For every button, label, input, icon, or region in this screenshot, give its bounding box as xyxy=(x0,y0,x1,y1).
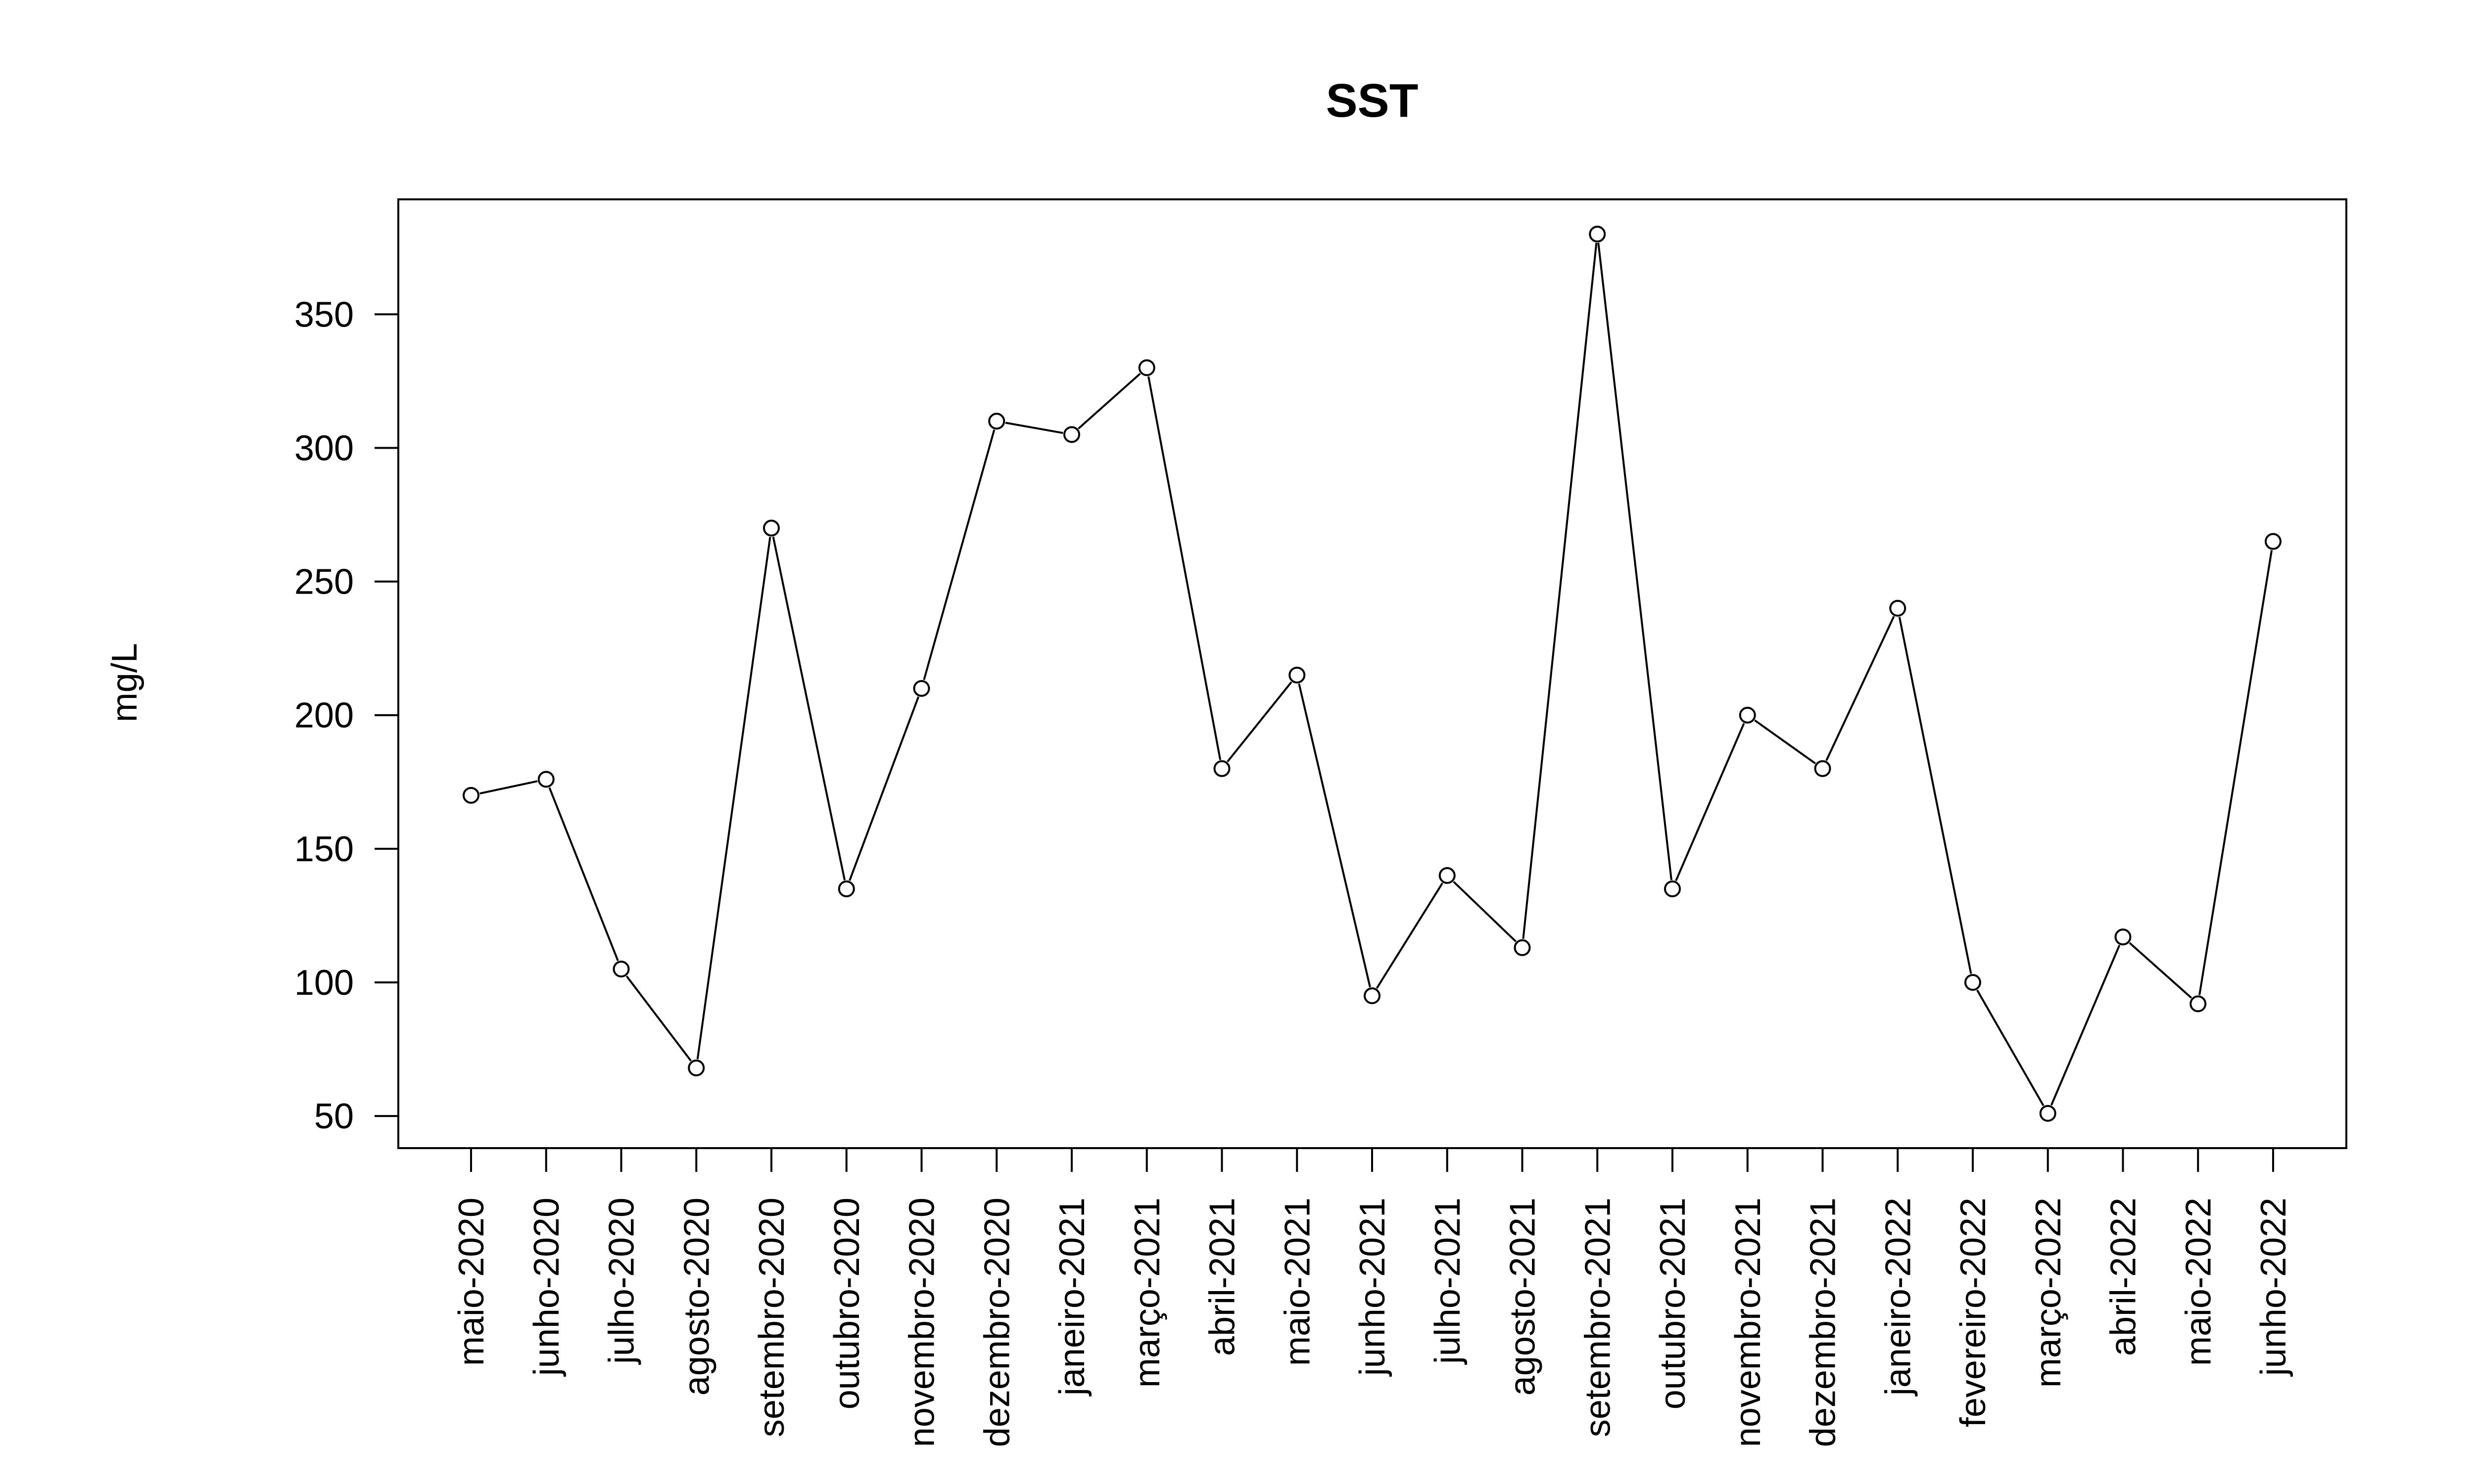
data-point xyxy=(1664,880,1681,897)
x-tick-label: julho-2020 xyxy=(602,1198,642,1365)
x-tick-label: novembro-2021 xyxy=(1728,1198,1768,1447)
series-line-segment xyxy=(548,787,619,962)
x-tick-label: dezembro-2020 xyxy=(977,1198,1017,1447)
data-point xyxy=(2265,533,2282,550)
series-line-segment xyxy=(1675,723,1745,881)
series-line-segment xyxy=(1898,616,1972,974)
data-point xyxy=(1288,666,1306,684)
x-tick-label: maio-2022 xyxy=(2179,1198,2218,1366)
data-point xyxy=(1213,760,1231,777)
data-point xyxy=(913,680,930,697)
series-line-segment xyxy=(1976,989,2045,1107)
series-line-segment xyxy=(1227,681,1292,763)
x-tick-label: setembro-2020 xyxy=(752,1198,792,1437)
series-line-segment xyxy=(1522,242,1598,939)
series-line-segment xyxy=(2198,550,2273,995)
series-line-segment xyxy=(1754,719,1816,764)
x-tick-label: junho-2022 xyxy=(2254,1198,2293,1377)
data-point xyxy=(1063,426,1080,443)
x-tick-label: janeiro-2021 xyxy=(1052,1198,1092,1396)
series-line-segment xyxy=(479,780,538,795)
data-point xyxy=(537,771,555,788)
data-point xyxy=(1739,706,1756,724)
series-line-segment xyxy=(1825,616,1895,761)
series-line-segment xyxy=(1597,242,1672,881)
data-point xyxy=(2114,928,2132,946)
x-tick-label: agosto-2020 xyxy=(677,1198,716,1395)
x-axis: maio-2020 junho-2020 julho-2020 agosto-2020… xyxy=(452,1147,2293,1447)
data-point xyxy=(2189,995,2207,1013)
series-line-segment xyxy=(2129,942,2192,999)
x-tick-label: janeiro-2022 xyxy=(1878,1198,1918,1396)
chart-title: SST xyxy=(1326,74,1419,127)
x-tick-label: outubro-2021 xyxy=(1653,1198,1693,1409)
x-tick-label: junho-2020 xyxy=(527,1198,567,1377)
series-line-segment xyxy=(625,975,692,1062)
y-tick-label: 350 xyxy=(294,295,354,334)
series-line-segment xyxy=(923,429,996,680)
data-point xyxy=(1964,974,1981,991)
y-tick-label: 250 xyxy=(294,562,354,602)
x-tick-label: fevereiro-2022 xyxy=(1953,1198,1993,1427)
series-line-segment xyxy=(1376,882,1443,989)
x-tick-label: outubro-2020 xyxy=(827,1198,867,1409)
series-line-segment xyxy=(1078,372,1141,429)
series-line-segment xyxy=(772,536,846,881)
x-tick-label: abril-2021 xyxy=(1203,1198,1242,1356)
series-line-segment xyxy=(849,696,920,881)
series-line-segment xyxy=(696,537,771,1060)
y-tick-label: 100 xyxy=(294,963,354,1003)
series-line-segment xyxy=(1147,376,1222,760)
data-point xyxy=(988,413,1005,430)
x-tick-label: julho-2021 xyxy=(1428,1198,1468,1365)
data-point xyxy=(1364,987,1380,1005)
data-point xyxy=(463,787,479,804)
data-point xyxy=(1138,359,1155,376)
x-tick-label: abril-2022 xyxy=(2104,1198,2143,1356)
series-layer xyxy=(463,226,2282,1122)
data-point xyxy=(1814,760,1831,777)
y-tick-label: 50 xyxy=(314,1097,354,1136)
plot-frame xyxy=(397,198,2347,1149)
x-tick-label: maio-2021 xyxy=(1278,1198,1317,1366)
data-point xyxy=(1889,600,1906,617)
x-tick-label: março-2022 xyxy=(2029,1198,2068,1388)
y-tick-label: 150 xyxy=(294,830,354,869)
x-tick-label: dezembro-2021 xyxy=(1804,1198,1843,1447)
series-line-segment xyxy=(1298,683,1371,987)
data-point xyxy=(1589,226,1606,243)
data-point xyxy=(688,1059,705,1076)
x-tick-label: novembro-2020 xyxy=(903,1198,942,1447)
data-point xyxy=(838,880,855,897)
data-point xyxy=(1438,867,1456,884)
series-line-segment xyxy=(1453,881,1517,942)
x-tick-label: junho-2021 xyxy=(1353,1198,1392,1377)
y-tick-label: 300 xyxy=(294,428,354,468)
data-point xyxy=(613,961,630,978)
series-line-segment xyxy=(1005,421,1063,434)
y-axis: 50 100 150 200 250 300 350 xyxy=(294,295,399,1136)
x-tick-label: setembro-2021 xyxy=(1578,1198,1618,1437)
x-tick-label: agosto-2021 xyxy=(1503,1198,1543,1395)
x-tick-label: maio-2020 xyxy=(452,1198,491,1366)
y-tick-label: 200 xyxy=(294,696,354,736)
x-tick-label: março-2021 xyxy=(1128,1198,1167,1388)
series-line-segment xyxy=(2050,944,2121,1106)
data-point xyxy=(2039,1105,2056,1122)
data-point xyxy=(763,519,780,537)
data-point xyxy=(1514,939,1531,956)
y-axis-label: mg/L xyxy=(105,643,144,722)
